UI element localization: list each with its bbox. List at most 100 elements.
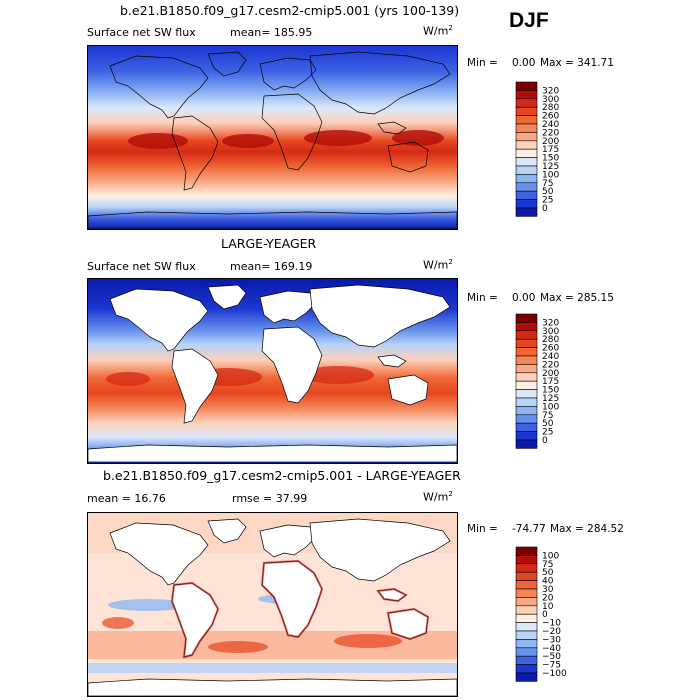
panel-3-title: b.e21.B1850.f09_g17.cesm2-cmip5.001 - LA… (103, 468, 461, 483)
panel-3-map (87, 512, 458, 697)
colorbar-box (515, 406, 538, 416)
coastline (309, 51, 451, 115)
colorbar-box (515, 199, 538, 209)
flux-maximum (302, 366, 374, 384)
colorbar-tick-label: 320 (542, 318, 559, 328)
colorbar-tick-label: 75 (542, 560, 553, 570)
colorbar-box (515, 422, 538, 432)
colorbar-box (515, 664, 538, 674)
land-mask (109, 288, 209, 352)
flux-maximum (304, 130, 372, 146)
colorbar-tick-label: 175 (542, 145, 559, 155)
colorbar-box (515, 355, 538, 365)
colorbar-tick-label: 100 (542, 170, 559, 180)
colorbar-box (515, 106, 538, 116)
colorbar-box (515, 115, 538, 125)
panel-1-mean-label: mean= 185.95 (230, 26, 313, 39)
coastal-anomaly (260, 559, 324, 639)
land-mask (259, 524, 317, 558)
season-label: DJF (509, 9, 549, 32)
land-mask (88, 678, 457, 696)
coastline (207, 51, 247, 77)
colorbar-box (515, 655, 538, 665)
colorbar-tick-label: 220 (542, 128, 559, 138)
colorbar-box (515, 380, 538, 390)
colorbar-box (515, 165, 538, 175)
colorbar-box (515, 647, 538, 657)
colorbar-tick-label: 0 (542, 610, 548, 620)
land-mask (207, 284, 247, 310)
colorbar-tick-label: 220 (542, 360, 559, 370)
colorbar-tick-label: 50 (542, 187, 554, 197)
colorbar-box (515, 90, 538, 100)
diff-band (88, 663, 457, 673)
panel-3-min-value: -74.77 (512, 523, 546, 535)
flux-maximum (106, 372, 150, 386)
flux-maximum (392, 130, 444, 146)
colorbar-box (515, 322, 538, 332)
land-mask (109, 522, 209, 586)
panel-2-min-label: Min = (467, 292, 498, 304)
land-mask (259, 290, 317, 324)
land-mask (207, 518, 247, 544)
colorbar-box (515, 605, 538, 615)
colorbar-tick-label: −50 (542, 652, 561, 662)
colorbar-tick-label: 300 (542, 95, 559, 105)
colorbar-tick-label: 40 (542, 577, 554, 587)
colorbar-box (515, 347, 538, 357)
colorbar-tick-label: 320 (542, 86, 559, 96)
land-mask (377, 354, 407, 368)
colorbar-tick-label: 50 (542, 419, 554, 429)
coastal-anomaly (170, 581, 220, 659)
land-mask (387, 374, 429, 406)
panel-1-colorbar: 320 300 280 260 240 220 200 175 150 125 100 75 50 25 0 (515, 81, 576, 222)
coastline (88, 211, 457, 229)
colorbar-box (515, 132, 538, 142)
panel-2-map (87, 278, 458, 464)
colorbar-box (515, 672, 538, 682)
colorbar-box (515, 555, 538, 565)
panel-1-min-label: Min = (467, 57, 498, 69)
colorbar-tick-label: 50 (542, 568, 554, 578)
colorbar-tick-label: −75 (542, 661, 561, 671)
panel-3-mean-label: mean = 16.76 (87, 492, 166, 505)
colorbar-box (515, 546, 538, 556)
colorbar-tick-label: 240 (542, 120, 559, 130)
colorbar-tick-label: 260 (542, 344, 559, 354)
panel-2-units: W/m2 (423, 258, 453, 272)
colorbar-box (515, 313, 538, 323)
land-mask (261, 326, 323, 404)
colorbar-tick-label: 30 (542, 585, 554, 595)
positive-anomaly (334, 634, 402, 648)
colorbar-box (515, 330, 538, 340)
panel-2-min-value: 0.00 (512, 292, 536, 304)
panel-3-colorbar: 100 75 50 40 30 20 10 0 −10 −20 −30 −40 −50 −75 −100 (515, 546, 576, 687)
colorbar-tick-label: 150 (542, 154, 559, 164)
panel-2-field-label: Surface net SW flux (87, 260, 196, 273)
coastline (259, 57, 317, 91)
panel-1-units: W/m2 (423, 24, 453, 38)
colorbar-box (515, 182, 538, 192)
panel-3-min-label: Min = (467, 523, 498, 535)
colorbar-box (515, 597, 538, 607)
coastal-anomaly (375, 587, 409, 603)
positive-anomaly (102, 617, 134, 629)
colorbar-box (515, 588, 538, 598)
coastline (387, 141, 429, 173)
colorbar-box (515, 571, 538, 581)
colorbar-tick-label: −10 (542, 619, 561, 629)
panel-2-colorbar: 320 300 280 260 240 220 200 175 150 125 100 75 50 25 0 (515, 313, 576, 454)
colorbar-tick-label: 0 (542, 204, 548, 214)
panel-1-title: b.e21.B1850.f09_g17.cesm2-cmip5.001 (yrs… (120, 3, 460, 18)
coastline (109, 55, 209, 119)
flux-maximum (128, 133, 188, 149)
panel-1-map (87, 45, 458, 230)
colorbar-tick-label: 200 (542, 369, 559, 379)
colorbar-box (515, 190, 538, 200)
panel-3-max: Max = 284.52 (550, 523, 624, 535)
colorbar-box (515, 639, 538, 649)
panel-2-max: Max = 285.15 (540, 292, 614, 304)
colorbar-tick-label: 240 (542, 352, 559, 362)
panel-1-min-value: 0.00 (512, 57, 536, 69)
colorbar-box (515, 157, 538, 167)
